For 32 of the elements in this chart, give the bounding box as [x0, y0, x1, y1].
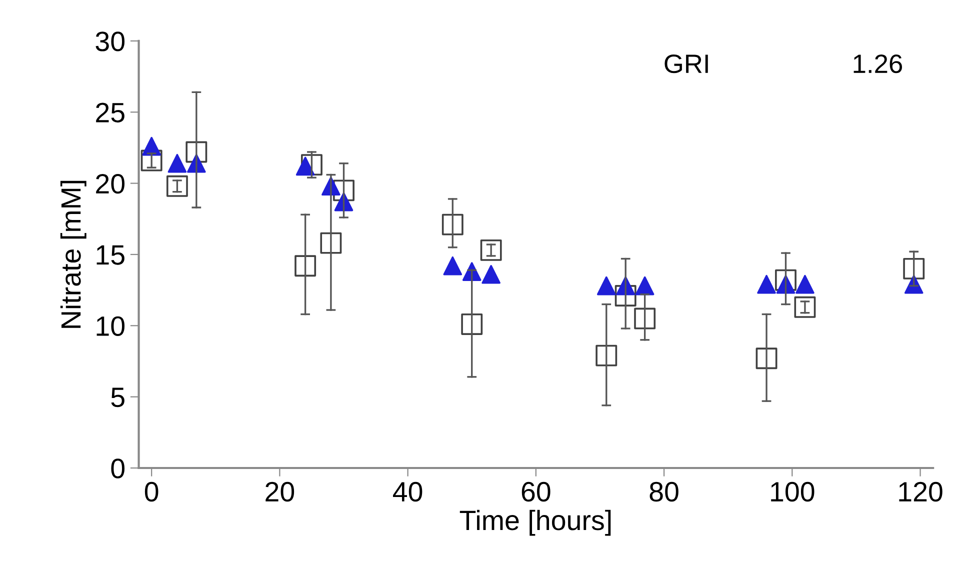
x-tick-label: 60 [522, 482, 550, 502]
y-tick-label: 30 [96, 32, 124, 52]
x-tick-label: 20 [266, 482, 294, 502]
point [294, 255, 316, 277]
y-tick-label: 15 [96, 245, 124, 265]
x-tick-label: 100 [771, 482, 814, 502]
point [757, 274, 776, 294]
point [596, 344, 618, 366]
x-tick-label: 80 [650, 482, 678, 502]
point [461, 314, 483, 335]
y-tick-label: 5 [111, 388, 124, 408]
y-tick-label: 0 [111, 458, 124, 478]
x-tick-label: 0 [144, 482, 158, 502]
point [482, 264, 500, 284]
point [635, 276, 654, 296]
point [168, 154, 187, 173]
point [596, 276, 616, 296]
y-tick-label: 10 [96, 316, 124, 336]
x-tick-label: 120 [899, 482, 942, 502]
point [796, 274, 814, 294]
annotation: 1.26 [854, 54, 902, 74]
x-axis-title: Time [hours] [460, 510, 611, 536]
annotation: GRI [664, 54, 708, 74]
y-tick-label: 20 [96, 174, 124, 194]
x-tick-label: 40 [392, 482, 422, 502]
y-tick-label: 25 [96, 102, 124, 122]
y-axis-title: Nitrate [mM] [60, 180, 86, 328]
point [903, 258, 925, 280]
point [443, 256, 462, 276]
point [442, 214, 464, 236]
point [296, 156, 315, 176]
point [634, 308, 656, 330]
